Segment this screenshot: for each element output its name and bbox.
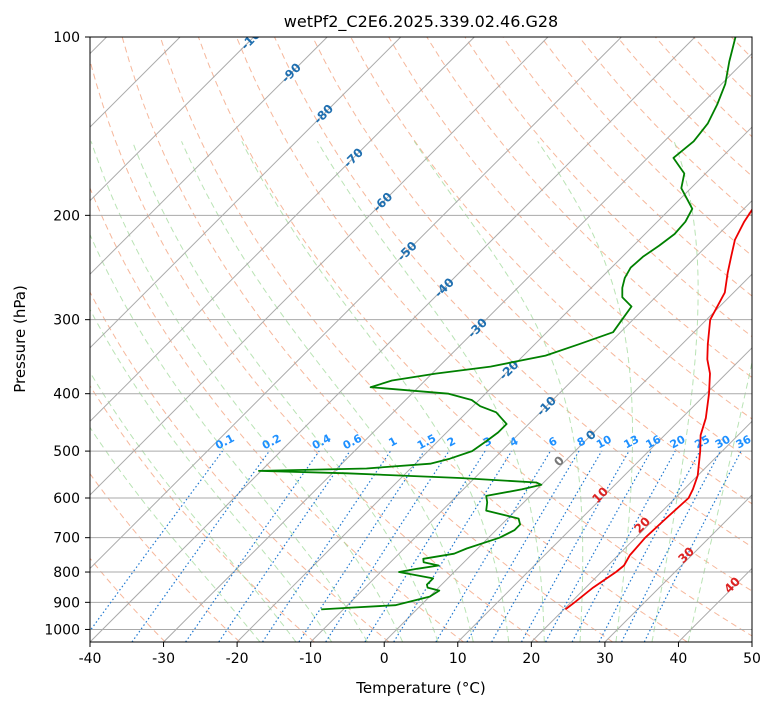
moist-adiabat (91, 141, 403, 642)
y-tick-label: 300 (53, 313, 80, 329)
moist-adiabat (242, 141, 509, 642)
mixing-ratio-label: 0.2 (260, 432, 283, 453)
dry-adiabat-label: 30 (675, 544, 697, 566)
dry-adiabat (0, 37, 314, 642)
mixing-ratio-label: 2 (445, 434, 458, 449)
y-tick-label: 500 (53, 444, 80, 460)
mixing-ratio-label: 0.1 (213, 432, 236, 453)
y-tick-label: 100 (53, 30, 80, 46)
y-tick-label: 700 (53, 531, 80, 547)
isotherm (164, 37, 769, 642)
zero-label: 0 (551, 453, 567, 469)
x-axis-label: Temperature (°C) (355, 679, 485, 697)
dry-adiabat (389, 37, 775, 642)
mixing-ratio-label: 16 (644, 433, 664, 452)
moist-adiabat (688, 141, 775, 642)
mixing-ratio-line (82, 451, 223, 642)
x-tick-label: -20 (226, 651, 249, 667)
mixing-ratio-label: 4 (508, 434, 521, 449)
x-tick-label: 50 (743, 651, 761, 667)
x-tick-label: -30 (152, 651, 175, 667)
mixing-ratio-label: 1.5 (415, 432, 438, 453)
mixing-ratio-line (365, 451, 485, 642)
moist-adiabat (538, 141, 633, 642)
dry-adiabat (770, 37, 775, 642)
dry-adiabat (0, 37, 240, 642)
chart-title: wetPf2_C2E6.2025.339.02.46.G28 (284, 12, 558, 32)
x-tick-label: 20 (522, 651, 540, 667)
dry-adiabat (275, 37, 775, 642)
x-tick-label: -40 (79, 651, 102, 667)
y-tick-label: 400 (53, 387, 80, 403)
mixing-ratio-label: 20 (668, 433, 688, 452)
y-tick-label: 900 (53, 595, 80, 611)
mixing-ratio-line (326, 451, 449, 642)
dry-adiabat (655, 37, 775, 642)
isotherm (752, 37, 775, 642)
y-tick-label: 1000 (44, 622, 80, 638)
mixing-ratio-label: 1 (386, 434, 399, 449)
dry-adiabat (465, 37, 775, 642)
isotherm (237, 37, 775, 642)
mixing-ratio-line (546, 451, 651, 642)
dry-adiabat (427, 37, 775, 642)
mixing-ratio-label: 6 (546, 434, 559, 449)
dry-adiabat (579, 37, 775, 642)
y-tick-label: 200 (53, 208, 80, 224)
mixing-ratio-label: 0.6 (341, 432, 365, 453)
x-tick-label: 0 (380, 651, 389, 667)
dry-adiabat (8, 37, 389, 642)
dry-adiabat-label: 40 (721, 574, 743, 596)
x-tick-label: -10 (299, 651, 322, 667)
mixing-ratio-label: 10 (594, 433, 614, 452)
dewpoint-profile (259, 37, 736, 609)
dry-adiabat (237, 37, 775, 642)
moist-adiabat (132, 141, 438, 642)
x-tick-label: 10 (449, 651, 467, 667)
dry-adiabat (160, 37, 687, 642)
dry-adiabat (351, 37, 775, 642)
mixing-ratio-line (644, 451, 741, 642)
mixing-ratio-label: 13 (622, 433, 642, 452)
x-tick-label: 40 (670, 651, 688, 667)
mixing-ratio-label: 25 (692, 433, 712, 452)
isotherm (0, 37, 401, 642)
isotherm (531, 37, 775, 642)
temperature-profile (565, 37, 775, 609)
mixing-ratio-line (572, 451, 675, 642)
y-tick-label: 600 (53, 491, 80, 507)
isotherm (384, 37, 775, 642)
isotherm (90, 37, 695, 642)
isotherm (16, 37, 621, 642)
y-axis-label: Pressure (hPa) (11, 285, 29, 393)
background-lines (0, 37, 775, 642)
dry-adiabat (731, 37, 775, 642)
mixing-ratio-label: 36 (734, 433, 754, 452)
x-tick-label: 30 (596, 651, 614, 667)
mixing-ratio-line (219, 451, 350, 642)
isotherm (0, 37, 254, 642)
y-tick-label: 800 (53, 565, 80, 581)
